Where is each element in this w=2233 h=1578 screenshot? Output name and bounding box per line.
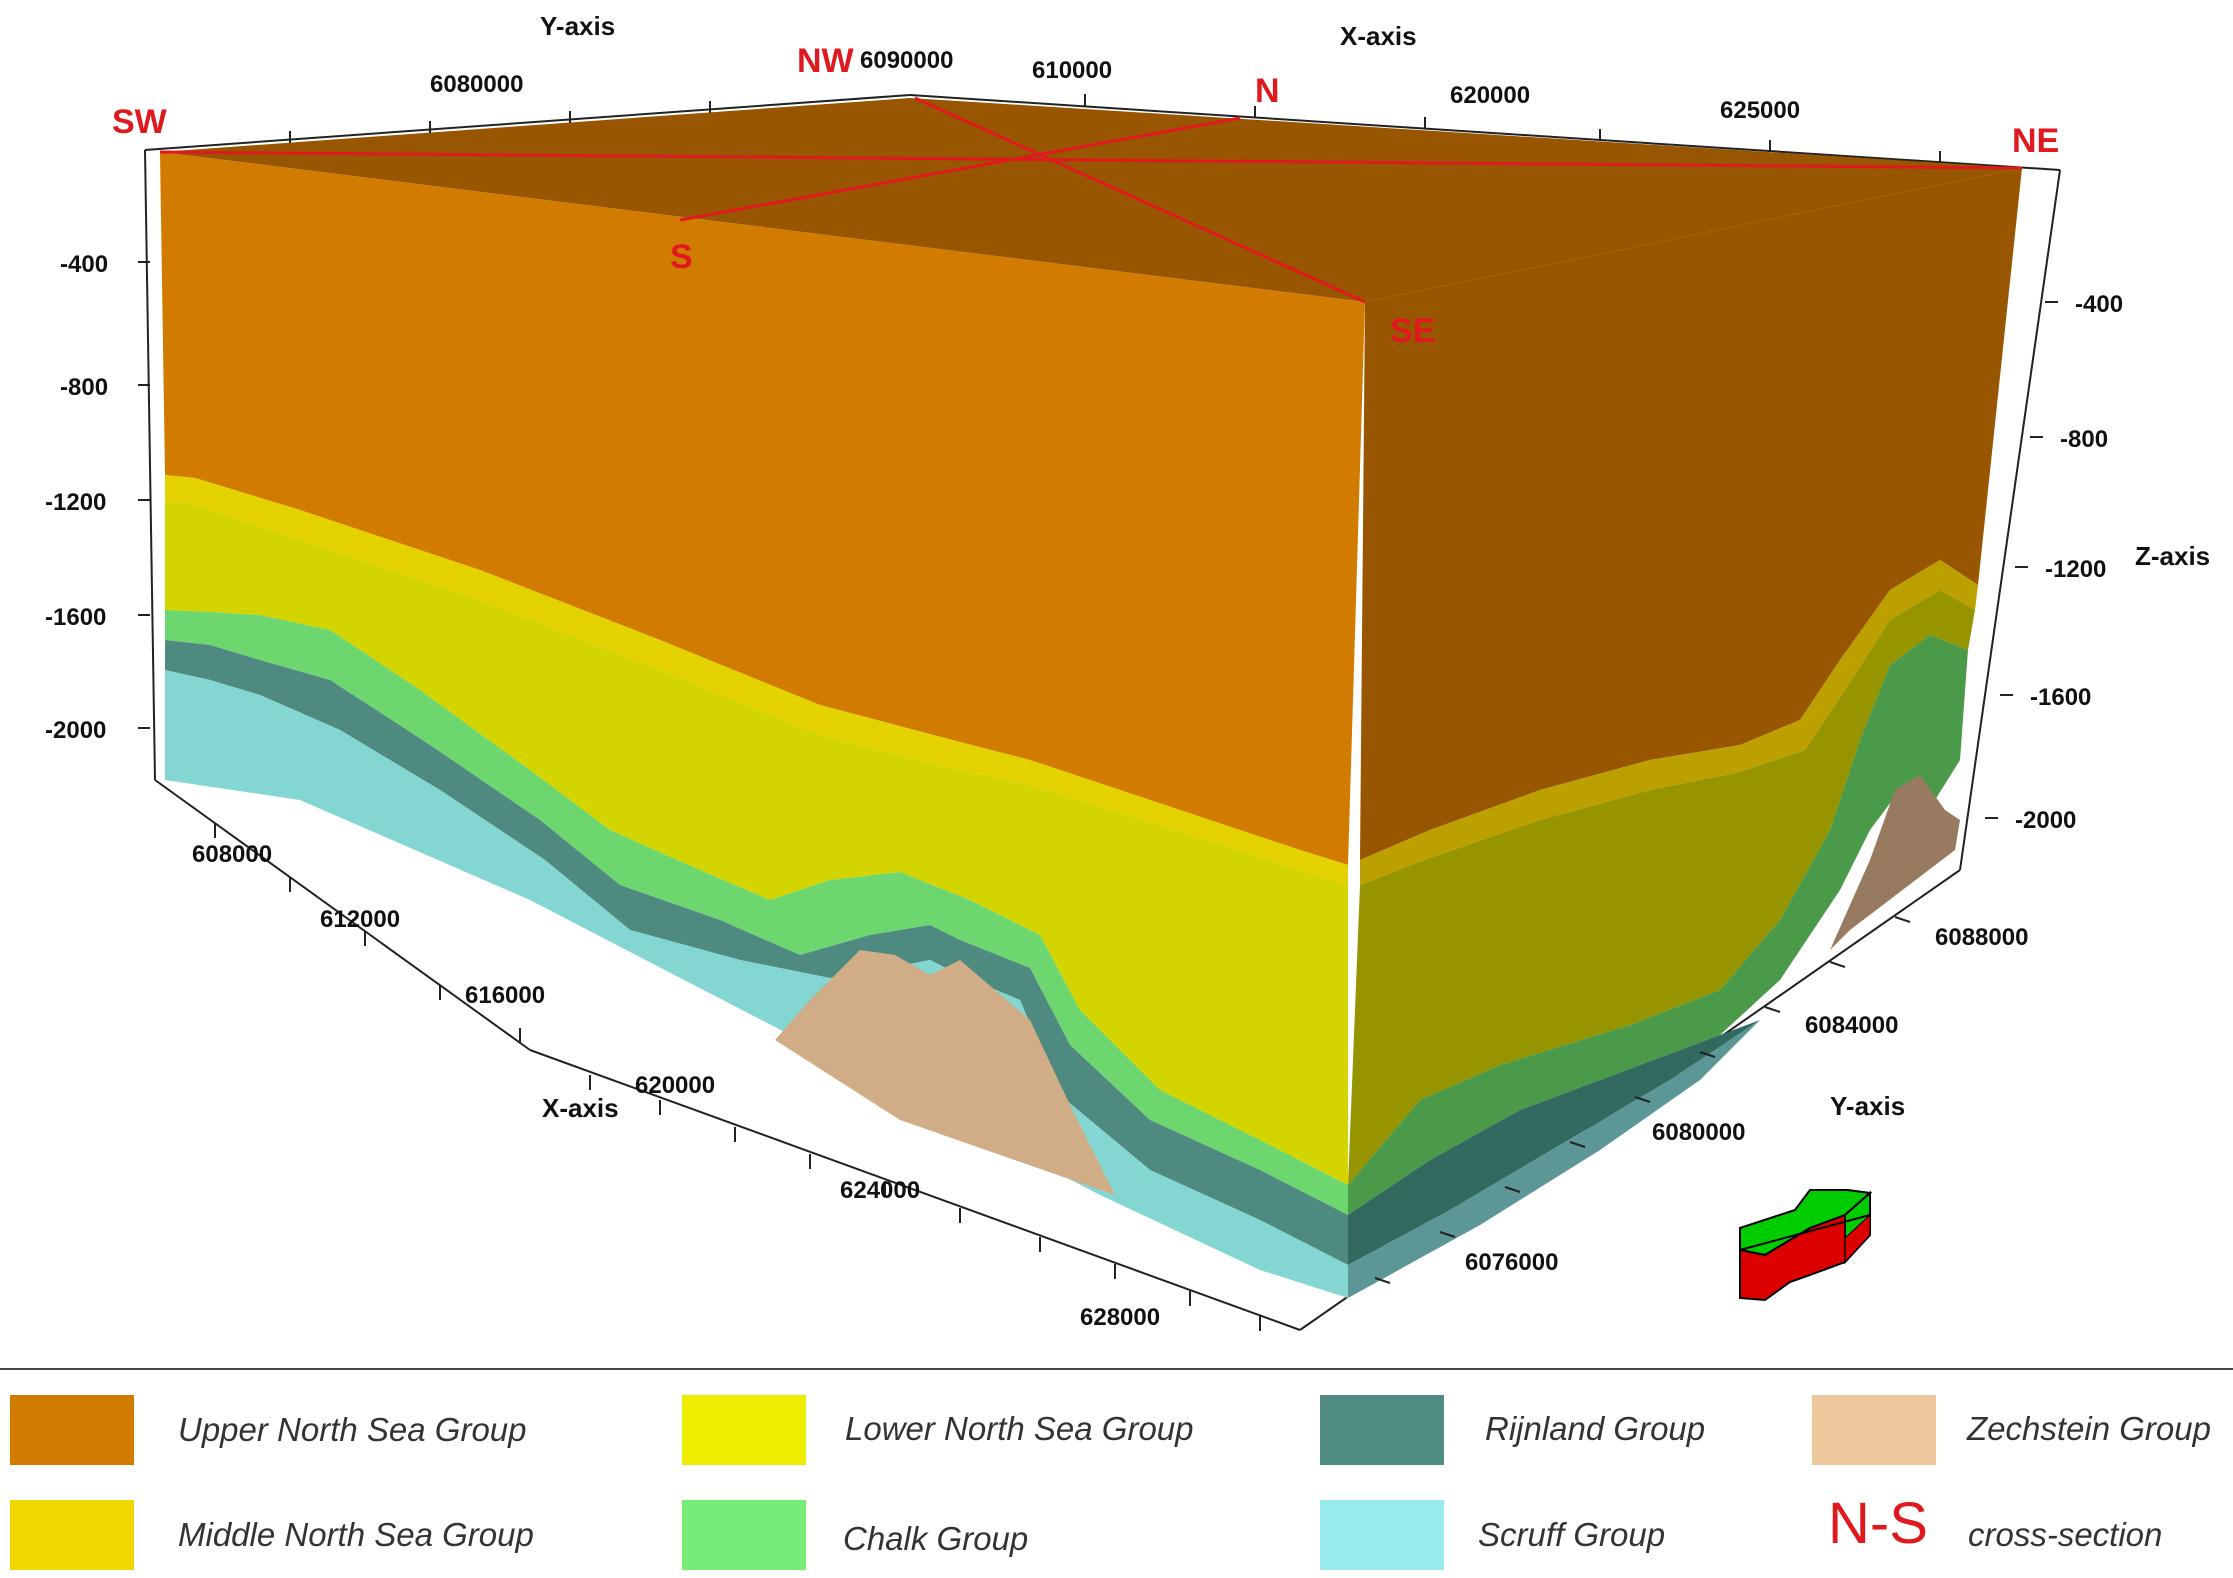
z-axis-title: Z-axis	[2135, 541, 2210, 571]
right-scruff	[1348, 1020, 1760, 1298]
legend-label: Scruff Group	[1478, 1516, 1666, 1553]
z-right-tick-label: -1200	[2045, 556, 2106, 583]
y-bottom-tick-label: 6076000	[1465, 1249, 1558, 1276]
z-left-tick-label: -1600	[45, 604, 106, 631]
y-bottom-ticks	[1374, 916, 1911, 1284]
right-chalk	[1348, 635, 1968, 1215]
z-right-ticks	[1985, 301, 2058, 819]
legend-swatch	[10, 1500, 134, 1570]
right-zechstein	[1760, 775, 1960, 1020]
direction-se: SE	[1390, 312, 1435, 350]
x-bottom-tick-label: 620000	[635, 1072, 715, 1099]
x-bottom-tick-label: 612000	[320, 906, 400, 933]
front-zechstein	[775, 950, 1115, 1195]
front-lower-north-sea	[165, 500, 1348, 1185]
right-face	[1348, 168, 2022, 1298]
x-bottom-ticks	[214, 823, 1261, 1331]
legend-label: Lower North Sea Group	[845, 1410, 1194, 1447]
direction-nw: NW	[797, 42, 855, 80]
z-right-tick-label: -2000	[2015, 807, 2076, 834]
legend-swatch	[682, 1395, 806, 1465]
z-left-tick-label: -400	[60, 251, 108, 278]
legend-swatch	[1320, 1395, 1444, 1465]
y-axis-top-title: Y-axis	[540, 11, 615, 41]
legend-label: Chalk Group	[843, 1520, 1029, 1557]
z-right-tick-label: -800	[2060, 426, 2108, 453]
right-upper-north-sea	[1360, 168, 2022, 860]
direction-ne: NE	[2012, 122, 2059, 160]
top-edge-ticks	[289, 94, 1941, 163]
y-top-tick-label: 6080000	[430, 71, 523, 98]
legend-label: Rijnland Group	[1485, 1410, 1706, 1447]
x-bottom-tick-label: 608000	[192, 841, 272, 868]
legend: Upper North Sea Group Lower North Sea Gr…	[0, 1368, 2233, 1578]
x-bottom-tick-label: 616000	[465, 982, 545, 1009]
section-lines	[159, 96, 2023, 304]
x-bottom-tick-label: 628000	[1080, 1304, 1160, 1331]
y-axis-bottom-title: Y-axis	[1830, 1091, 1905, 1121]
direction-s: S	[670, 238, 693, 276]
z-right-tick-label: -400	[2075, 291, 2123, 318]
orientation-arrow-icon	[1739, 1189, 1873, 1302]
y-top-tick-label: 6090000	[860, 47, 953, 74]
section-line-sw-ne	[159, 150, 2023, 170]
x-axis-top-title: X-axis	[1340, 21, 1417, 51]
legend-swatch	[10, 1395, 134, 1465]
legend-swatch	[1812, 1395, 1936, 1465]
z-left-ticks	[138, 261, 150, 729]
legend-label: Zechstein Group	[1967, 1410, 2211, 1447]
legend-label: cross-section	[1968, 1516, 2163, 1553]
x-bottom-tick-label: 624000	[840, 1177, 920, 1204]
section-line-nw-se	[914, 96, 1366, 304]
section-line-s-n	[679, 116, 1241, 222]
front-upper-north-sea	[160, 152, 1365, 865]
legend-divider	[0, 1368, 2233, 1370]
direction-n: N	[1255, 72, 1280, 110]
z-right-tick-label: -1600	[2030, 684, 2091, 711]
front-face	[160, 152, 1365, 1298]
geological-block-diagram: -400 -800 -1200 -1600 -2000 -400 -800 -1…	[45, 11, 2210, 1331]
front-rijnland	[165, 640, 1348, 1265]
front-chalk	[165, 610, 1348, 1215]
right-lower-north-sea	[1348, 590, 1975, 1185]
z-left-tick-label: -1200	[45, 489, 106, 516]
y-bottom-tick-label: 6088000	[1935, 924, 2028, 951]
x-top-tick-label: 625000	[1720, 97, 1800, 124]
right-middle-north-sea	[1360, 560, 1978, 885]
y-bottom-tick-label: 6080000	[1652, 1119, 1745, 1146]
direction-sw: SW	[112, 103, 168, 141]
front-middle-north-sea	[165, 475, 1348, 885]
z-left-tick-label: -800	[60, 374, 108, 401]
x-top-tick-label: 610000	[1032, 57, 1112, 84]
ns-symbol: N-S	[1828, 1491, 1928, 1556]
top-surface	[160, 98, 2022, 302]
x-axis-bottom-title: X-axis	[542, 1093, 619, 1123]
legend-swatch	[1320, 1500, 1444, 1570]
legend-swatch	[682, 1500, 806, 1570]
y-bottom-tick-label: 6084000	[1805, 1012, 1898, 1039]
z-left-tick-label: -2000	[45, 717, 106, 744]
legend-label: Middle North Sea Group	[178, 1516, 534, 1553]
x-top-tick-label: 620000	[1450, 82, 1530, 109]
right-rijnland	[1348, 1020, 1760, 1265]
legend-label: Upper North Sea Group	[178, 1411, 527, 1448]
